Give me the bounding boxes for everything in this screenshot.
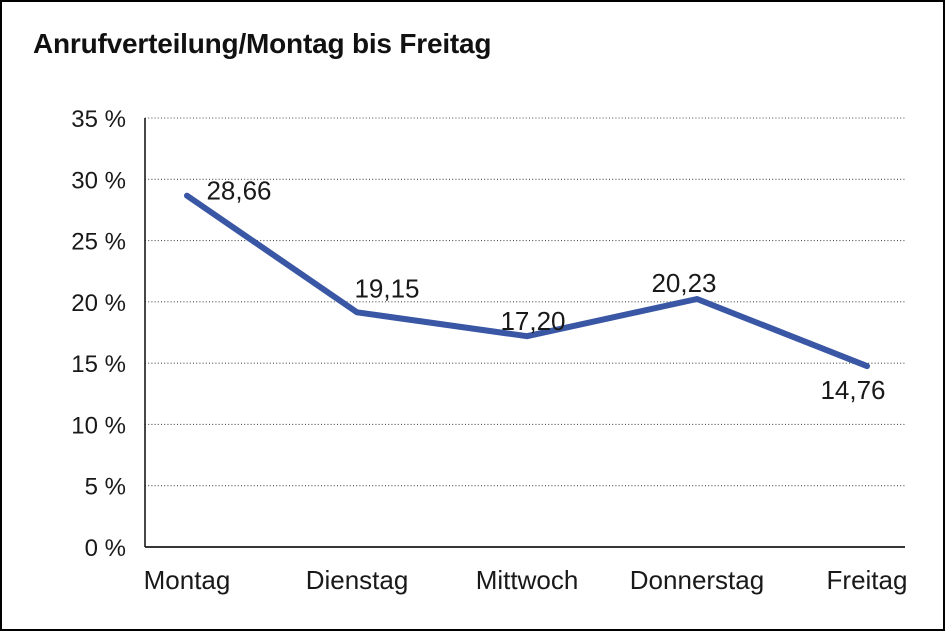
y-tick-label: 35 % — [71, 106, 126, 133]
y-tick-label: 20 % — [71, 290, 126, 317]
y-tick-label: 30 % — [71, 167, 126, 194]
y-tick-label: 0 % — [85, 535, 126, 562]
data-point-label: 14,76 — [820, 375, 885, 405]
x-category-label: Donnerstag — [630, 565, 764, 595]
series-line — [184, 192, 870, 370]
x-category-label: Dienstag — [306, 565, 409, 595]
x-category-label: Mittwoch — [476, 565, 579, 595]
x-category-label: Freitag — [827, 565, 908, 595]
y-tick-label: 10 % — [71, 412, 126, 439]
data-point-label: 28,66 — [206, 176, 271, 206]
data-point-label: 20,23 — [651, 268, 716, 298]
chart-title: Anrufverteilung/Montag bis Freitag — [33, 28, 492, 59]
y-tick-label: 5 % — [85, 474, 126, 501]
data-point-label: 17,20 — [500, 306, 565, 336]
y-tick-label: 15 % — [71, 351, 126, 378]
y-tick-label: 25 % — [71, 229, 126, 256]
data-point-label: 19,15 — [354, 273, 419, 303]
x-category-label: Montag — [144, 565, 231, 595]
